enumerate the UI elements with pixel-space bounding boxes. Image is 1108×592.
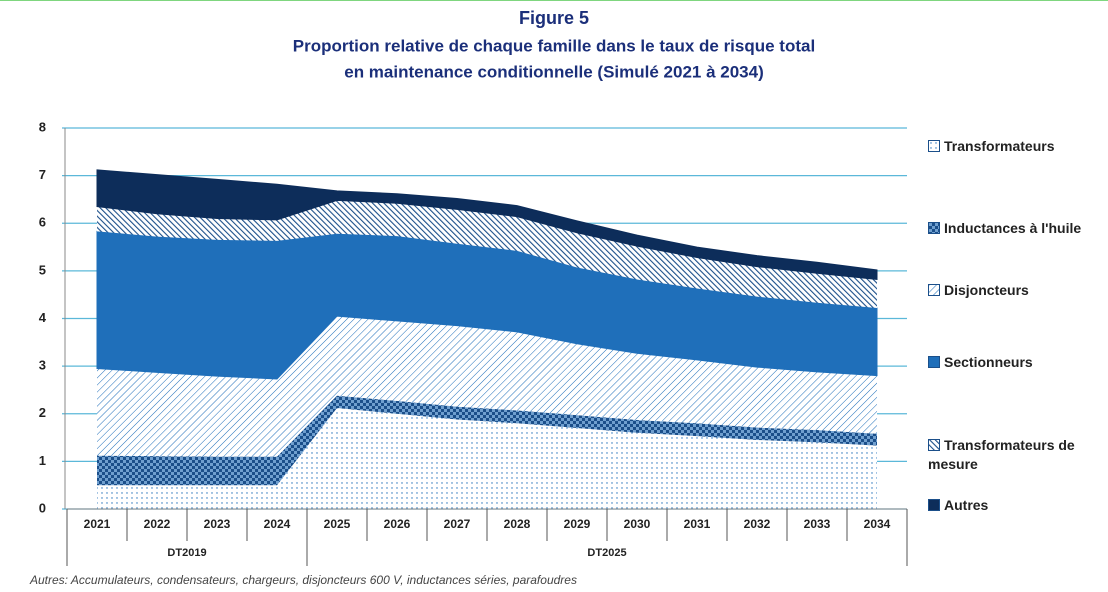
legend-entry: Sectionneurs (928, 353, 1103, 372)
footnote: Autres: Accumulateurs, condensateurs, ch… (29, 573, 577, 587)
x-tick-label: 2024 (264, 517, 291, 531)
area (96, 169, 878, 281)
x-tick-label: 2033 (804, 517, 831, 531)
y-tick-label: 4 (39, 310, 47, 325)
legend-entry: Inductances à l'huile (928, 219, 1103, 238)
legend-swatch (928, 140, 940, 152)
swatch-fill (929, 285, 939, 295)
x-tick-label: 2034 (864, 517, 891, 531)
y-tick-label: 8 (39, 119, 46, 134)
swatch-rect (929, 285, 939, 295)
x-tick-label: 2029 (564, 517, 591, 531)
group-label: DT2025 (587, 547, 626, 559)
swatch-rect (929, 141, 939, 151)
legend-entry: Disjoncteurs (928, 281, 1103, 300)
legend-label: Disjoncteurs (944, 282, 1029, 298)
y-tick-label: 3 (39, 358, 46, 373)
y-tick-label: 2 (39, 405, 46, 420)
legend-label: Sectionneurs (944, 354, 1033, 370)
y-tick-label: 6 (39, 215, 46, 230)
x-tick-label: 2025 (324, 517, 351, 531)
area (97, 408, 877, 509)
legend-swatch (928, 499, 940, 511)
legend-swatch (928, 439, 940, 451)
legend-entry: Transformateurs de mesure (928, 436, 1103, 474)
swatch-rect (929, 500, 939, 510)
chart-title: Figure 5 (519, 8, 589, 28)
x-tick-label: 2032 (744, 517, 771, 531)
chart-subtitle: en maintenance conditionnelle (Simulé 20… (344, 62, 763, 81)
y-tick-label: 0 (39, 500, 46, 515)
x-tick-label: 2030 (624, 517, 651, 531)
x-tick-label: 2028 (504, 517, 531, 531)
area (96, 230, 878, 380)
swatch-fill (929, 500, 939, 510)
x-tick-label: 2027 (444, 517, 471, 531)
legend-entry: Autres (928, 496, 1103, 515)
legend-entry: Transformateurs (928, 137, 1103, 156)
legend-swatch (928, 284, 940, 296)
swatch-fill (929, 141, 939, 151)
x-tick-label: 2031 (684, 517, 711, 531)
swatch-fill (929, 440, 939, 450)
group-label: DT2019 (167, 547, 206, 559)
area (97, 395, 877, 486)
x-tick-label: 2021 (84, 517, 111, 531)
area (97, 316, 877, 457)
swatch-fill (929, 223, 939, 233)
swatch-rect (929, 223, 939, 233)
y-tick-label: 1 (39, 453, 46, 468)
swatch-rect (929, 357, 939, 367)
legend-label: Transformateurs de mesure (928, 437, 1075, 472)
x-tick-label: 2022 (144, 517, 171, 531)
y-tick-label: 7 (39, 167, 46, 182)
x-tick-label: 2026 (384, 517, 411, 531)
legend-label: Autres (944, 497, 989, 513)
legend-swatch (928, 356, 940, 368)
swatch-fill (929, 357, 939, 367)
area (97, 200, 877, 309)
x-tick-label: 2023 (204, 517, 231, 531)
chart-subtitle: Proportion relative de chaque famille da… (293, 36, 815, 55)
swatch-rect (929, 440, 939, 450)
legend-label: Transformateurs (944, 138, 1055, 154)
y-tick-label: 5 (39, 262, 46, 277)
legend-swatch (928, 222, 940, 234)
legend-label: Inductances à l'huile (944, 220, 1082, 236)
